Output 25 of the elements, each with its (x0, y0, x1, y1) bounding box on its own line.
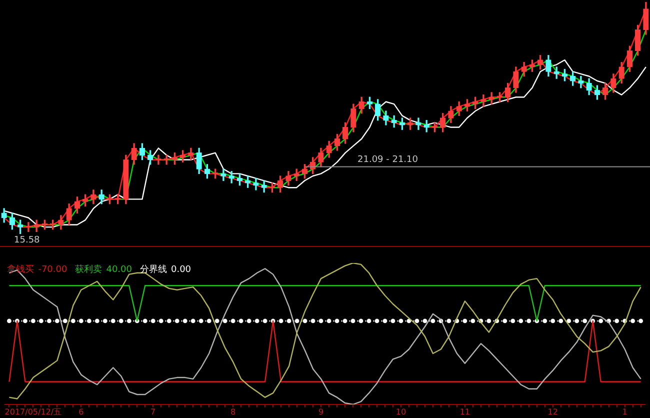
text: 分界线 (140, 264, 167, 275)
candlestick (228, 171, 234, 184)
series-label: 获利卖 (75, 264, 102, 275)
candlestick (424, 120, 430, 132)
candlestick (26, 222, 32, 232)
x-tick-label: 2017/05/12/五 (4, 407, 62, 416)
candlestick (294, 168, 300, 181)
candlestick (253, 178, 259, 190)
x-tick-label: 8 (230, 407, 236, 416)
candlestick (220, 168, 226, 181)
annotation: 21.09 - 21.10 (358, 155, 418, 166)
annotation: 40.00 (106, 264, 132, 275)
x-tick-label: 11 (460, 407, 470, 416)
annotation: 0.00 (170, 264, 192, 275)
candlestick (416, 118, 422, 130)
x-tick-label: 1 (622, 407, 628, 416)
candlestick (554, 66, 560, 79)
x-tick-label: 12 (548, 407, 558, 416)
annotation: -70.00 (38, 264, 68, 275)
text: 15.58 (14, 235, 40, 246)
x-tick-label: 9 (318, 407, 324, 416)
candlestick (488, 92, 494, 104)
x-tick-label: 7 (150, 407, 156, 416)
x-tick-label: 10 (396, 407, 406, 416)
x-tick-label: 6 (78, 407, 84, 416)
